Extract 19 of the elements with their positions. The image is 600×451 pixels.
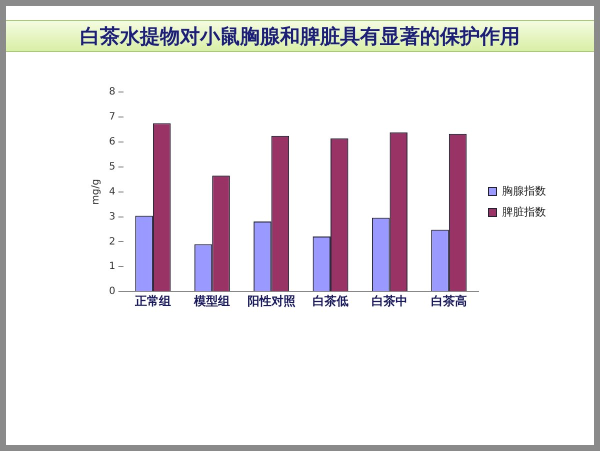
- x-tick-label: 正常组: [134, 294, 171, 308]
- y-tick-label: 0: [108, 286, 116, 298]
- y-tick-label: 6: [108, 136, 116, 148]
- y-tick-label: 4: [108, 186, 116, 198]
- y-tick-label: 3: [108, 211, 116, 222]
- x-tick-label: 阳性对照: [247, 294, 296, 308]
- x-tick-label: 模型组: [193, 294, 230, 308]
- y-tick-label: 2: [108, 236, 116, 248]
- y-tick-label: 1: [108, 261, 116, 272]
- x-tick-label: 白茶低: [312, 294, 349, 308]
- chart-title: 白茶水提物对小鼠胸腺和脾脏具有显著的保护作用: [80, 22, 520, 50]
- x-tick-label: 白茶中: [372, 294, 408, 308]
- legend-label: 脾脏指数: [502, 205, 546, 218]
- legend-label: 胸腺指数: [502, 184, 546, 198]
- y-tick-label: 8: [108, 86, 116, 98]
- x-tick-label: 白茶高: [430, 294, 467, 308]
- y-axis-title: mg/g: [90, 178, 102, 205]
- y-tick-label: 5: [108, 161, 116, 172]
- y-tick-label: 7: [108, 112, 116, 123]
